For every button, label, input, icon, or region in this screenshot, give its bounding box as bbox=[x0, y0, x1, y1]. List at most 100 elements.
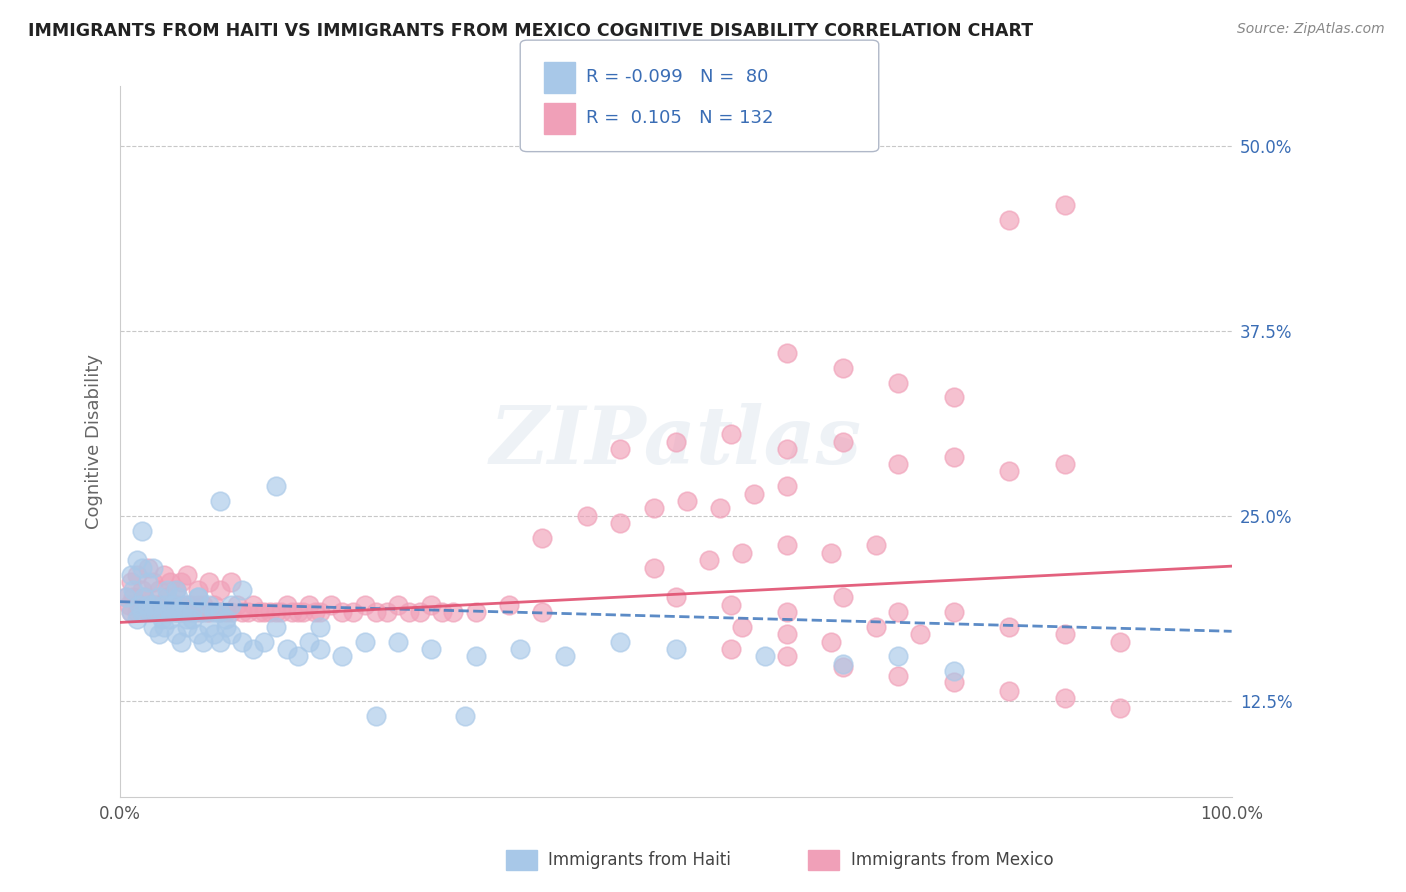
Point bbox=[193, 605, 215, 619]
Y-axis label: Cognitive Disability: Cognitive Disability bbox=[86, 354, 103, 529]
Point bbox=[120, 568, 142, 582]
Point bbox=[156, 591, 179, 605]
Point bbox=[1053, 627, 1076, 641]
Point bbox=[270, 605, 292, 619]
Point bbox=[276, 642, 298, 657]
Point bbox=[865, 620, 887, 634]
Point bbox=[142, 575, 165, 590]
Point bbox=[170, 575, 193, 590]
Point bbox=[1053, 198, 1076, 212]
Point bbox=[187, 582, 209, 597]
Point bbox=[208, 582, 231, 597]
Point bbox=[776, 627, 799, 641]
Point bbox=[173, 598, 195, 612]
Point bbox=[831, 591, 853, 605]
Point bbox=[998, 620, 1021, 634]
Point bbox=[176, 620, 198, 634]
Point bbox=[720, 598, 742, 612]
Point bbox=[242, 642, 264, 657]
Point bbox=[697, 553, 720, 567]
Point bbox=[309, 642, 332, 657]
Point bbox=[156, 582, 179, 597]
Point bbox=[136, 605, 159, 619]
Text: ZIPatlas: ZIPatlas bbox=[489, 403, 862, 481]
Point bbox=[264, 605, 287, 619]
Point bbox=[134, 591, 156, 605]
Point bbox=[153, 620, 176, 634]
Point bbox=[887, 605, 910, 619]
Point bbox=[190, 605, 212, 619]
Point bbox=[187, 598, 209, 612]
Point bbox=[131, 560, 153, 574]
Point bbox=[420, 598, 443, 612]
Point bbox=[709, 501, 731, 516]
Point bbox=[142, 598, 165, 612]
Point bbox=[198, 620, 221, 634]
Point bbox=[304, 605, 326, 619]
Point bbox=[831, 434, 853, 449]
Point bbox=[231, 582, 253, 597]
Point bbox=[153, 598, 176, 612]
Point bbox=[887, 457, 910, 471]
Point bbox=[148, 605, 170, 619]
Point bbox=[1109, 634, 1132, 648]
Point bbox=[139, 605, 162, 619]
Point bbox=[998, 683, 1021, 698]
Point bbox=[114, 591, 136, 605]
Point bbox=[170, 605, 193, 619]
Point bbox=[198, 575, 221, 590]
Point bbox=[125, 553, 148, 567]
Point bbox=[1053, 690, 1076, 705]
Point bbox=[665, 591, 688, 605]
Point bbox=[1109, 701, 1132, 715]
Point bbox=[309, 620, 332, 634]
Point bbox=[1053, 457, 1076, 471]
Point bbox=[420, 642, 443, 657]
Point bbox=[219, 598, 242, 612]
Point bbox=[242, 598, 264, 612]
Point bbox=[776, 479, 799, 493]
Point bbox=[150, 612, 173, 626]
Point bbox=[264, 620, 287, 634]
Point bbox=[159, 605, 181, 619]
Point bbox=[742, 486, 765, 500]
Text: IMMIGRANTS FROM HAITI VS IMMIGRANTS FROM MEXICO COGNITIVE DISABILITY CORRELATION: IMMIGRANTS FROM HAITI VS IMMIGRANTS FROM… bbox=[28, 22, 1033, 40]
Point bbox=[364, 708, 387, 723]
Point bbox=[176, 598, 198, 612]
Point bbox=[204, 605, 226, 619]
Point bbox=[865, 538, 887, 552]
Point bbox=[554, 649, 576, 664]
Point bbox=[187, 591, 209, 605]
Point bbox=[122, 591, 145, 605]
Point bbox=[321, 598, 343, 612]
Point bbox=[114, 591, 136, 605]
Point bbox=[120, 605, 142, 619]
Point bbox=[498, 598, 520, 612]
Point bbox=[942, 665, 965, 679]
Point bbox=[643, 501, 665, 516]
Point bbox=[287, 605, 309, 619]
Text: R =  0.105   N = 132: R = 0.105 N = 132 bbox=[586, 110, 773, 128]
Point bbox=[287, 649, 309, 664]
Point bbox=[187, 591, 209, 605]
Point bbox=[609, 634, 631, 648]
Point bbox=[464, 649, 486, 664]
Point bbox=[219, 605, 242, 619]
Point bbox=[122, 582, 145, 597]
Point bbox=[292, 605, 315, 619]
Point bbox=[298, 598, 321, 612]
Point bbox=[159, 575, 181, 590]
Point bbox=[409, 605, 432, 619]
Point bbox=[198, 605, 221, 619]
Point bbox=[776, 605, 799, 619]
Point bbox=[176, 568, 198, 582]
Point bbox=[153, 605, 176, 619]
Point bbox=[776, 538, 799, 552]
Point bbox=[531, 531, 554, 545]
Point bbox=[731, 546, 754, 560]
Point bbox=[353, 598, 375, 612]
Point bbox=[162, 598, 184, 612]
Point bbox=[820, 546, 842, 560]
Point bbox=[131, 605, 153, 619]
Point bbox=[145, 598, 167, 612]
